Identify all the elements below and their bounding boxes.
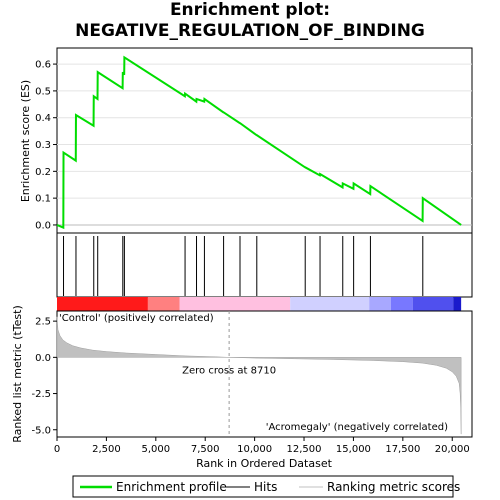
color-bar-segment bbox=[57, 297, 148, 311]
hits-panel-frame bbox=[56, 232, 473, 298]
legend-label-0: Enrichment profile bbox=[116, 480, 227, 494]
x-tick-label: 5,000 bbox=[141, 444, 170, 455]
es-y-tick-label: 0.4 bbox=[35, 113, 51, 124]
es-y-tick-label: 0.3 bbox=[35, 140, 51, 151]
metric-plot-frame bbox=[56, 310, 473, 438]
es-y-axis-title: Enrichment score (ES) bbox=[19, 80, 32, 202]
chart-title-line-2: NEGATIVE_REGULATION_OF_BINDING bbox=[75, 21, 425, 41]
x-axis-title: Rank in Ordered Dataset bbox=[196, 457, 333, 470]
color-bar-segment bbox=[369, 297, 391, 311]
chart-title: Enrichment plot: NEGATIVE_REGULATION_OF_… bbox=[0, 0, 500, 42]
es-y-tick-label: 0.1 bbox=[35, 194, 51, 205]
metric-y-tick-label: 0.0 bbox=[35, 353, 51, 364]
metric-y-tick-label: 2.5 bbox=[35, 317, 51, 328]
x-tick-label: 2,500 bbox=[92, 444, 121, 455]
color-bar-segment bbox=[390, 297, 413, 311]
color-bar-segment bbox=[147, 297, 180, 311]
metric-y-tick-label: -5.0 bbox=[31, 425, 51, 436]
color-bar-segment bbox=[412, 297, 454, 311]
es-y-tick-label: 0.2 bbox=[35, 167, 51, 178]
legend-label-1: Hits bbox=[254, 480, 277, 494]
zero-cross-label: Zero cross at 8710 bbox=[182, 366, 276, 377]
x-tick-label: 10,000 bbox=[237, 444, 272, 455]
negative-correlation-label: 'Acromegaly' (negatively correlated) bbox=[266, 422, 448, 433]
color-bar-segment bbox=[453, 297, 462, 311]
x-tick-label: 15,000 bbox=[336, 444, 371, 455]
ranking-metric-area bbox=[56, 316, 462, 435]
positive-correlation-label: 'Control' (positively correlated) bbox=[59, 313, 214, 324]
x-tick-label: 7,500 bbox=[191, 444, 220, 455]
x-tick-label: 17,500 bbox=[385, 444, 420, 455]
color-bar-segment bbox=[290, 297, 370, 311]
es-y-tick-label: 0.5 bbox=[35, 86, 51, 97]
legend-label-2: Ranking metric scores bbox=[327, 480, 460, 494]
x-tick-label: 0 bbox=[54, 444, 60, 455]
legend-box bbox=[72, 475, 454, 498]
es-y-tick-label: 0.6 bbox=[35, 60, 51, 71]
x-tick-label: 20,000 bbox=[435, 444, 470, 455]
metric-y-tick-label: -2.5 bbox=[31, 389, 51, 400]
x-tick-label: 12,500 bbox=[287, 444, 322, 455]
enrichment-profile-line bbox=[56, 55, 462, 230]
es-y-tick-label: 0.0 bbox=[35, 220, 51, 231]
chart-title-line-1: Enrichment plot: bbox=[169, 0, 331, 20]
metric-y-axis-title: Ranked list metric (tTest) bbox=[11, 305, 24, 442]
color-bar-segment bbox=[179, 297, 291, 311]
